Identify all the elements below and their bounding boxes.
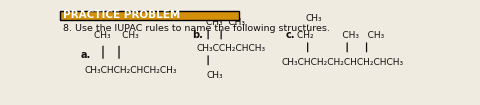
Text: CH₃  CH₃: CH₃ CH₃ <box>205 18 244 27</box>
Text: a.: a. <box>81 50 91 60</box>
Text: CH₃CHCH₂CHCH₂CH₃: CH₃CHCH₂CHCH₂CH₃ <box>84 66 177 75</box>
Text: CH₃    CH₃: CH₃ CH₃ <box>94 31 138 40</box>
Text: CH₃CHCH₂CH₂CHCH₂CHCH₃: CH₃CHCH₂CH₂CHCH₂CHCH₃ <box>281 58 403 67</box>
Text: c.: c. <box>285 30 295 40</box>
Text: CH₃CCH₂CHCH₃: CH₃CCH₂CHCH₃ <box>196 45 265 53</box>
Text: b.: b. <box>192 30 203 40</box>
Text: 8. Use the IUPAC rules to name the following structures.: 8. Use the IUPAC rules to name the follo… <box>63 24 329 33</box>
Text: CH₂          CH₃   CH₃: CH₂ CH₃ CH₃ <box>296 31 384 40</box>
Text: CH₃: CH₃ <box>305 14 322 23</box>
FancyBboxPatch shape <box>60 11 239 20</box>
Text: CH₃: CH₃ <box>206 71 223 80</box>
Text: PRACTICE PROBLEM: PRACTICE PROBLEM <box>63 10 180 20</box>
